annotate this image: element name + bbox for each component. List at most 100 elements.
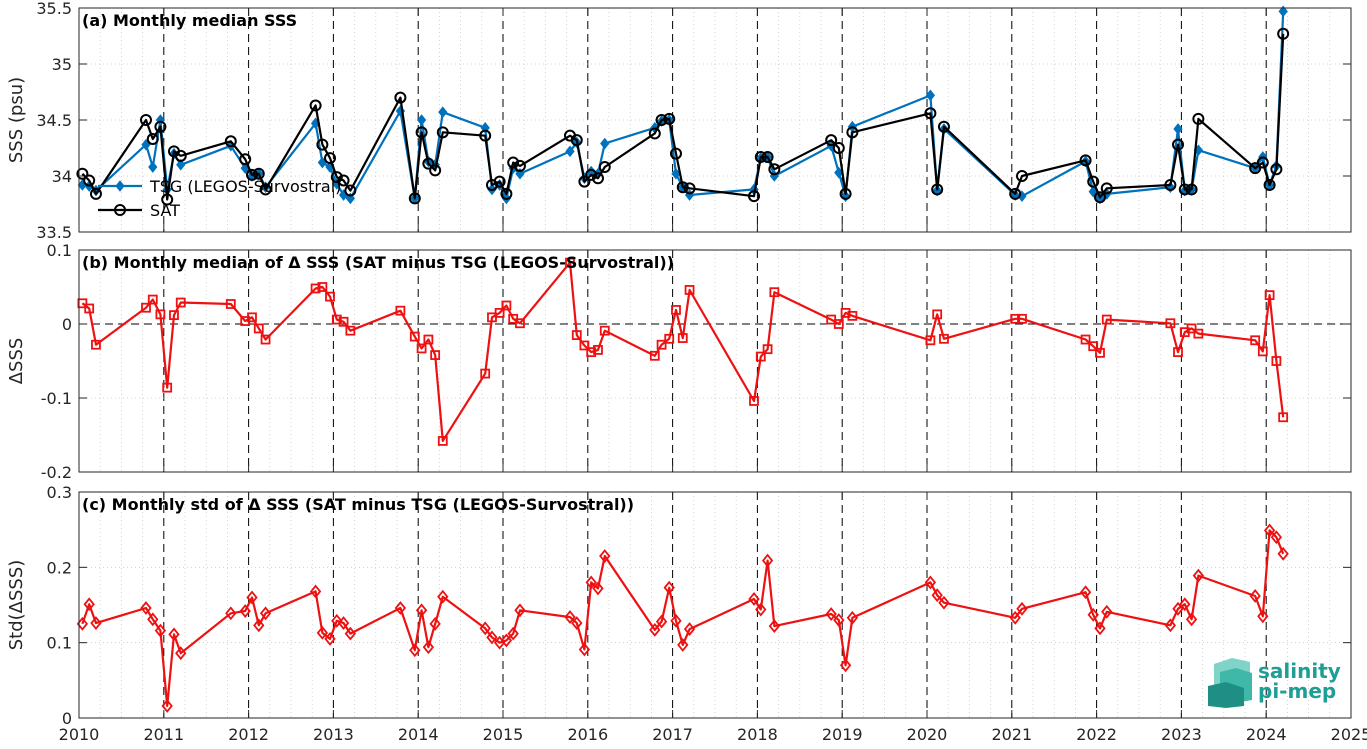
data-point-marker	[1257, 609, 1269, 624]
data-point-marker	[924, 575, 937, 590]
data-point-marker	[161, 193, 174, 206]
data-point-marker	[748, 190, 761, 203]
y-tick-label: 35	[52, 55, 72, 74]
data-point-marker	[513, 159, 526, 172]
data-point-marker	[839, 187, 852, 200]
data-point-marker	[416, 114, 427, 126]
data-point-marker	[1017, 313, 1027, 324]
data-point-marker	[1164, 618, 1177, 633]
data-point-marker	[600, 137, 610, 150]
data-point-marker	[1101, 314, 1112, 325]
data-point-marker	[162, 382, 173, 393]
data-point-marker	[429, 164, 442, 177]
data-point-marker	[676, 181, 689, 194]
data-point-marker	[500, 633, 513, 648]
data-point-marker	[154, 623, 167, 638]
data-point-marker	[423, 334, 434, 345]
salinity-pi-mep-logo: salinity pi-mep	[1208, 658, 1341, 708]
data-point-marker	[260, 334, 271, 345]
data-point-marker	[649, 350, 660, 361]
data-point-marker	[925, 89, 936, 102]
y-tick-label: -0.1	[41, 389, 72, 408]
data-point-marker	[324, 152, 337, 165]
data-point-marker	[168, 627, 180, 642]
data-point-marker	[664, 333, 675, 344]
data-point-marker	[578, 642, 591, 657]
data-point-marker	[1173, 347, 1183, 358]
data-point-marker	[1164, 178, 1177, 191]
series-panel2	[77, 257, 1289, 446]
data-point-marker	[437, 436, 448, 446]
data-point-marker	[1093, 191, 1106, 204]
series-panel3	[76, 523, 1289, 713]
data-point-marker	[500, 187, 513, 200]
data-point-marker	[599, 549, 611, 563]
data-point-marker	[1095, 347, 1105, 358]
data-point-marker	[175, 646, 187, 661]
data-point-marker	[832, 142, 845, 154]
y-axis-label: ΔSSS	[6, 338, 27, 385]
y-tick-label: 0.1	[47, 241, 72, 260]
x-tick-label: 2022	[1076, 725, 1117, 744]
data-point-marker	[247, 312, 257, 323]
data-point-marker	[1079, 585, 1092, 600]
y-tick-label: 35.5	[36, 0, 72, 18]
data-point-marker	[749, 396, 759, 406]
data-point-marker	[1079, 154, 1092, 167]
data-point-marker	[648, 127, 661, 140]
data-point-marker	[925, 335, 936, 346]
data-point-marker	[564, 610, 576, 624]
data-point-marker	[1278, 5, 1288, 18]
data-point-marker	[677, 333, 688, 343]
data-point-marker	[1249, 162, 1262, 175]
data-point-marker	[139, 114, 152, 126]
data-point-marker	[337, 174, 350, 187]
data-point-marker	[761, 553, 774, 568]
data-point-marker	[833, 613, 845, 627]
data-point-marker	[141, 302, 151, 313]
data-point-marker	[655, 114, 668, 126]
data-point-marker	[245, 168, 258, 181]
data-point-marker	[670, 613, 682, 628]
y-axis-label: Std(ΔSSS)	[6, 560, 27, 651]
data-point-marker	[939, 333, 949, 344]
plot-frame	[78, 491, 1352, 719]
data-point-marker	[246, 590, 258, 605]
data-point-marker	[1016, 601, 1028, 616]
data-point-marker	[655, 614, 668, 629]
data-point-marker	[310, 283, 321, 294]
data-point-marker	[839, 658, 852, 673]
data-point-marker	[486, 630, 498, 645]
y-tick-label: 0	[62, 709, 72, 728]
x-tick-label: 2020	[907, 725, 948, 744]
data-point-marker	[1277, 546, 1289, 561]
data-point-marker	[593, 344, 603, 355]
data-point-marker	[1094, 621, 1106, 636]
panel-1: 33.5 34 34.5 35 35.5 (a) Monthly median SSS SS…	[6, 0, 1352, 242]
series-line	[81, 529, 1285, 708]
data-point-marker	[169, 310, 179, 321]
data-point-marker	[677, 638, 689, 652]
data-point-marker	[1185, 612, 1198, 627]
y-tick-label: 0.2	[47, 558, 72, 577]
data-point-marker	[325, 291, 335, 302]
data-point-marker	[225, 606, 237, 621]
data-point-marker	[1186, 323, 1197, 334]
data-point-marker	[239, 604, 251, 618]
data-point-marker	[1172, 138, 1185, 151]
data-point-marker	[146, 133, 159, 146]
data-point-marker	[1271, 356, 1282, 366]
x-tick-label: 2024	[1246, 725, 1287, 744]
x-tick-label: 2012	[228, 725, 269, 744]
x-tick-label: 2023	[1161, 725, 1202, 744]
data-point-marker	[479, 621, 491, 636]
data-point-marker	[1172, 601, 1184, 616]
data-point-marker	[768, 619, 781, 634]
data-point-marker	[438, 106, 448, 118]
data-point-marker	[591, 172, 604, 185]
x-tick-label: 2011	[143, 725, 184, 744]
data-point-marker	[253, 618, 265, 633]
data-point-marker	[309, 99, 322, 112]
data-point-marker	[1101, 604, 1113, 619]
